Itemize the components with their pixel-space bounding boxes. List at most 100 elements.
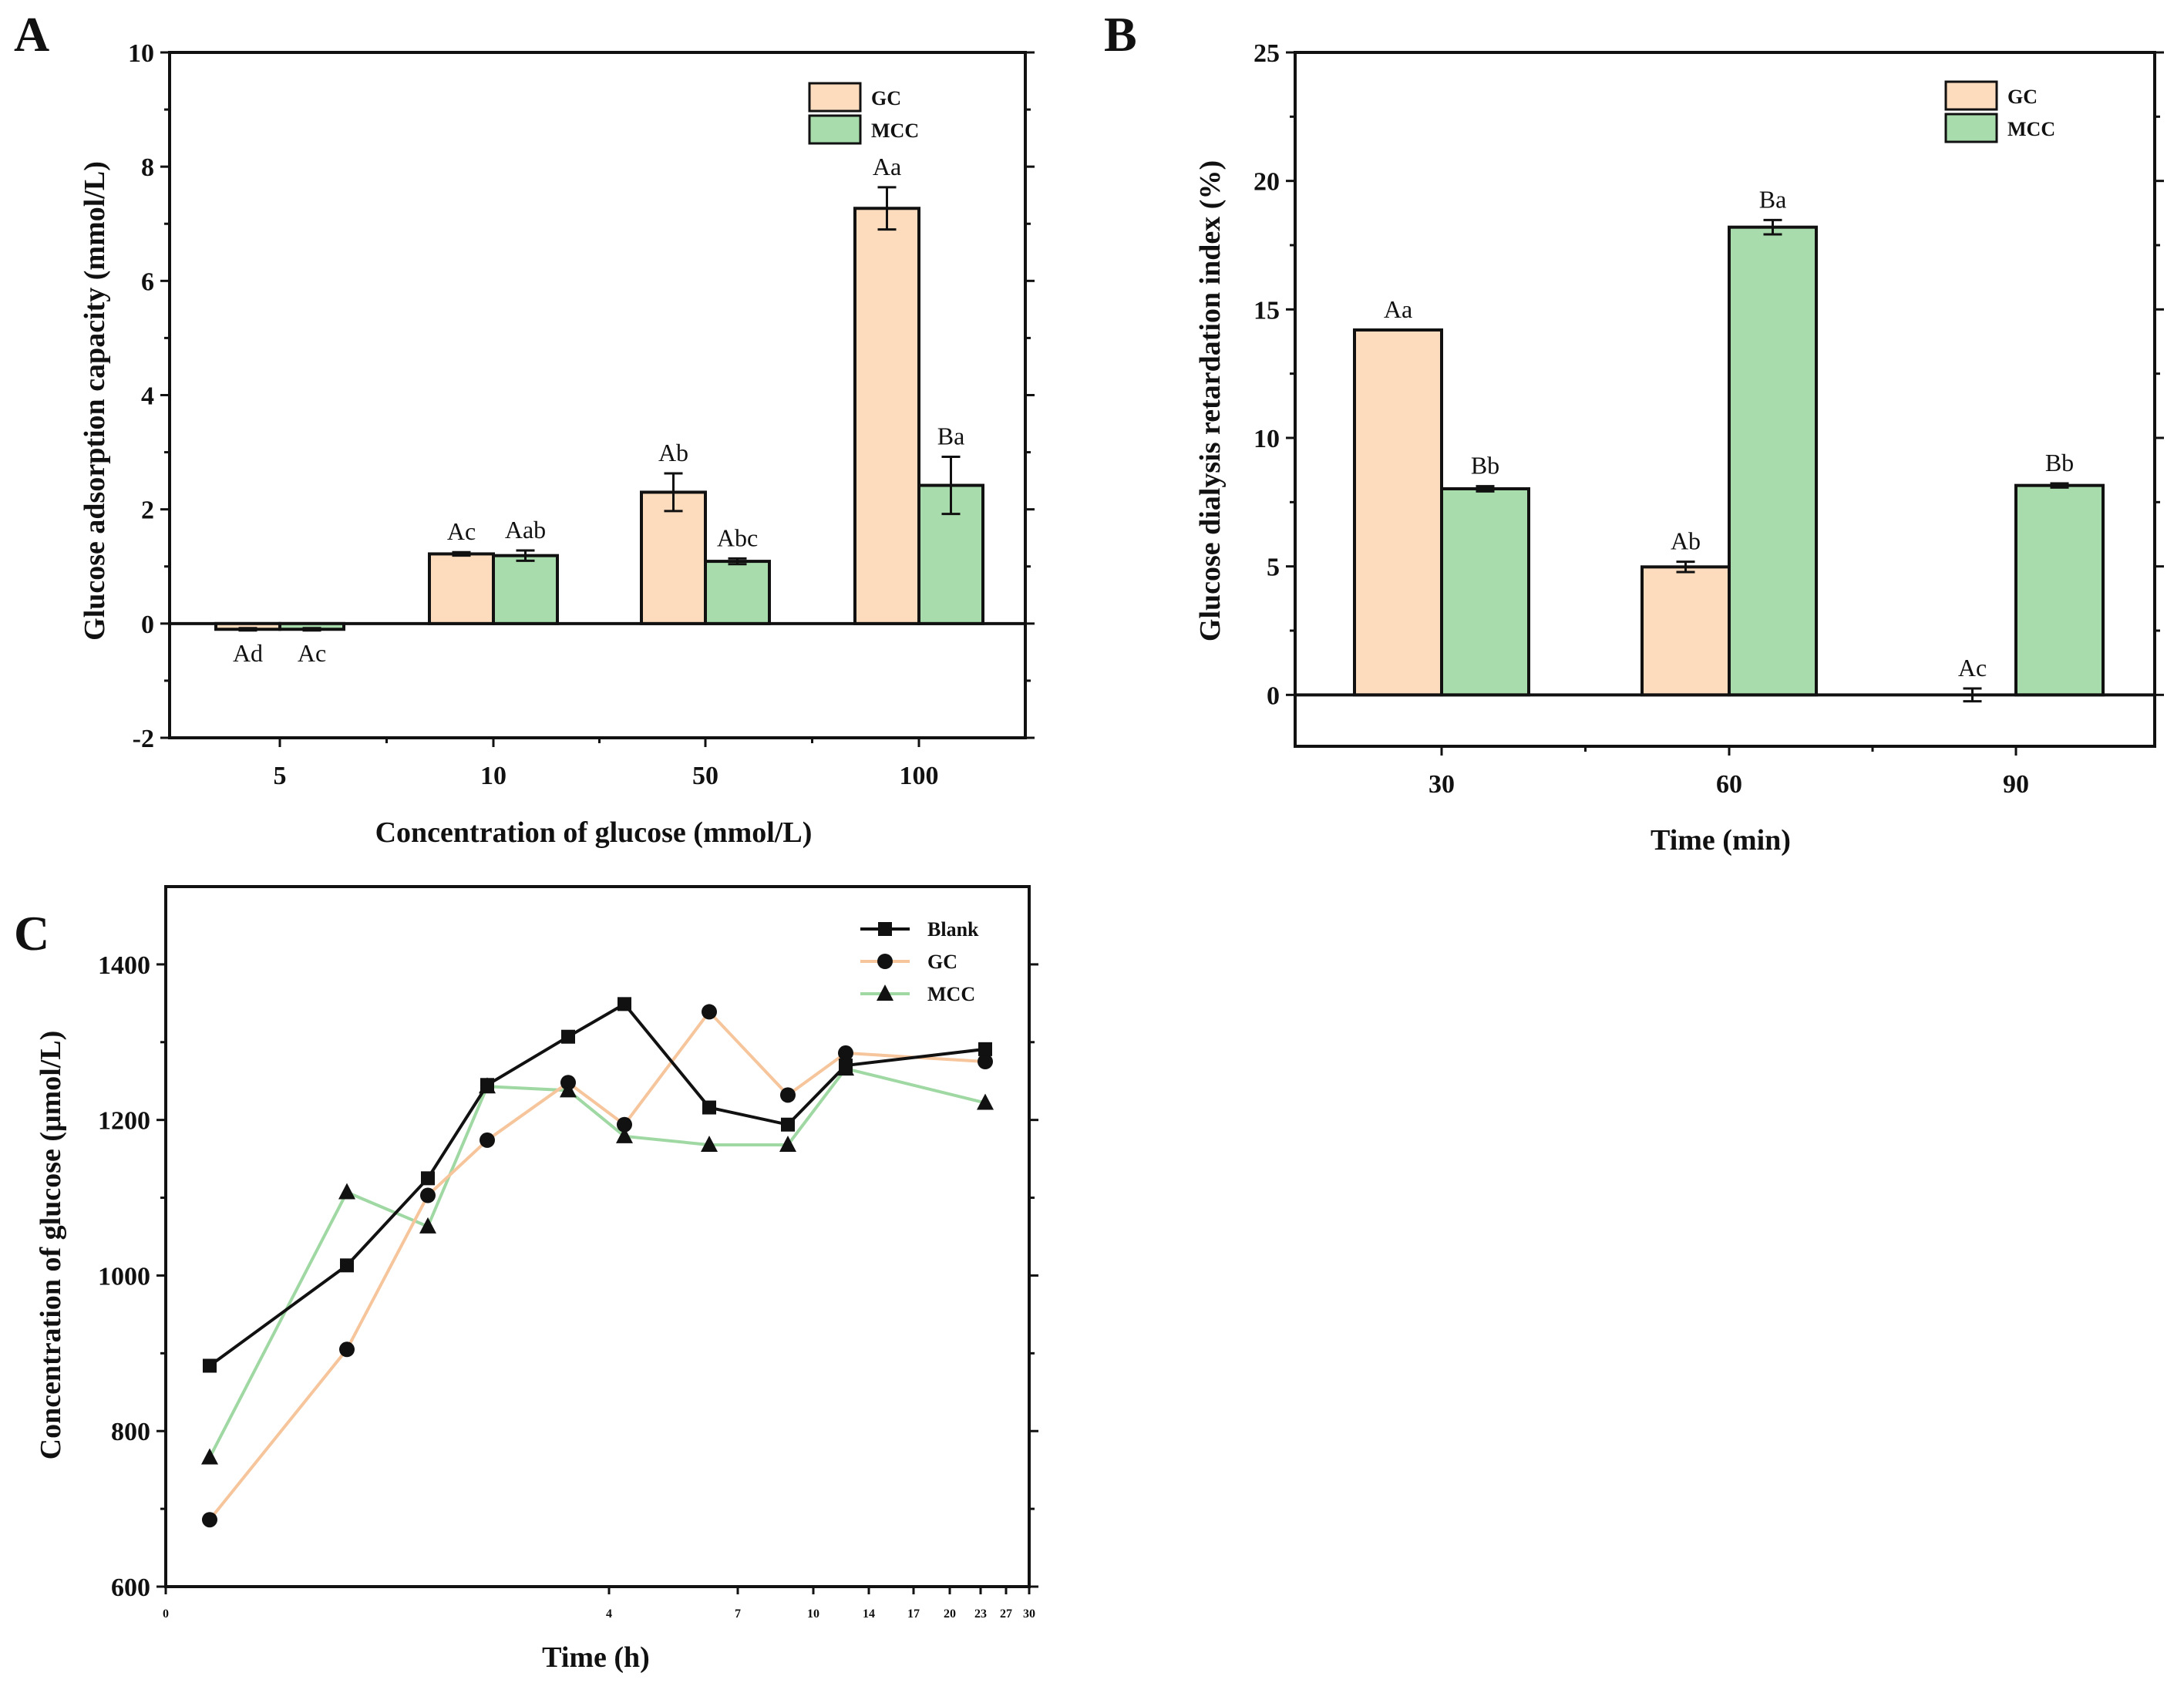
panel-b-legend-label-gc: GC (2007, 86, 2038, 108)
y-tick-label: 10 (1254, 425, 1280, 453)
significance-label: Aab (505, 516, 546, 544)
significance-label: Ac (298, 639, 326, 667)
x-tick-label: 90 (2003, 770, 2029, 799)
panel-a-legend-swatch-gc (808, 82, 862, 113)
bar-mcc (1440, 487, 1530, 697)
x-tick-label: 27 (1000, 1607, 1012, 1621)
marker-blank (203, 1358, 217, 1373)
panel-c-legend-label-blank: Blank (927, 918, 979, 941)
marker-gc (978, 1054, 993, 1069)
significance-label: Ac (1958, 654, 1987, 682)
panel-a-plot: -2 0 2 4 6 8 10 5 Ad Ac 10 Ac Aab 50 Ab Abc 100 Aa Ba (128, 39, 1035, 790)
x-tick-label: 100 (900, 762, 939, 790)
x-tick-label: 5 (274, 762, 287, 790)
y-tick-label: 15 (1254, 296, 1280, 325)
panel-c-legend-marker-blank (878, 922, 892, 936)
plot-frame (1294, 51, 2156, 748)
bar-mcc (2014, 483, 2105, 697)
bar-gc (640, 490, 707, 625)
marker-gc (202, 1512, 217, 1528)
marker-gc (480, 1132, 495, 1148)
panel-c-legend-label-gc: GC (927, 951, 957, 973)
significance-label: Abc (717, 523, 758, 551)
x-tick-label: 60 (1716, 770, 1742, 799)
marker-blank (340, 1258, 354, 1273)
y-tick-label: 5 (1267, 554, 1280, 582)
marker-gc (780, 1087, 796, 1103)
y-tick-label: 0 (141, 611, 154, 639)
marker-mcc (701, 1135, 718, 1152)
y-tick-label: 6 (141, 268, 154, 296)
x-tick-label: 10 (480, 762, 506, 790)
panel-c-xlabel: Time (h) (542, 1641, 650, 1674)
panel-b-letter: B (1104, 7, 1137, 62)
marker-blank (781, 1117, 795, 1132)
x-tick-label: 14 (863, 1607, 875, 1621)
panel-a-xlabel: Concentration of glucose (mmol/L) (375, 816, 813, 849)
panel-a-letter: A (14, 7, 49, 62)
panel-c: C 600 800 1000 1200 1400 0 4 7 10 14 17 20 23 27 30 Ti… (14, 885, 1038, 1674)
significance-label: Ba (1759, 185, 1787, 213)
marker-blank (839, 1059, 853, 1073)
y-tick-label: 600 (111, 1574, 150, 1602)
x-tick-label: 50 (692, 762, 718, 790)
y-tick-label: 20 (1254, 168, 1280, 197)
y-tick-label: 0 (1267, 682, 1280, 710)
panel-a-legend-label-gc: GC (871, 87, 901, 109)
x-tick-label: 20 (944, 1607, 956, 1621)
y-tick-label: 1200 (98, 1107, 150, 1136)
panel-c-ylabel: Concentration of glucose (μmol/L) (35, 1031, 67, 1460)
marker-mcc (338, 1183, 355, 1200)
bar-gc (428, 552, 495, 625)
y-tick-label: 1400 (98, 951, 150, 980)
significance-label: Ba (937, 422, 965, 450)
marker-mcc (419, 1217, 436, 1234)
bar-mcc (1728, 225, 1818, 697)
plot-frame (164, 885, 1031, 1588)
marker-blank (421, 1171, 435, 1186)
marker-mcc (977, 1093, 994, 1110)
marker-gc (420, 1187, 436, 1203)
marker-blank (480, 1078, 494, 1092)
x-tick-label: 10 (807, 1607, 819, 1621)
significance-label: Ac (447, 517, 476, 545)
marker-gc (339, 1341, 355, 1358)
significance-label: Aa (1384, 295, 1412, 323)
panel-c-legend-marker-gc (877, 954, 893, 969)
x-tick-label: 7 (735, 1607, 741, 1621)
bar-gc (1641, 565, 1731, 697)
series-line-blank (208, 1001, 986, 1368)
y-tick-label: 2 (141, 496, 154, 525)
significance-label: Bb (1471, 452, 1499, 480)
marker-mcc (616, 1126, 633, 1143)
panel-b: B 0 5 10 15 20 25 30 Aa Bb 60 Ab Ba 90 Ac Bb Time (min… (1104, 7, 2164, 857)
panel-b-legend: GC MCC (1944, 80, 2055, 143)
panel-c-letter: C (14, 906, 49, 961)
marker-blank (978, 1042, 992, 1056)
y-tick-label: 10 (128, 39, 154, 68)
marker-gc (702, 1004, 717, 1020)
y-tick-label: -2 (133, 725, 154, 753)
marker-blank (702, 1100, 716, 1115)
marker-mcc (201, 1448, 218, 1465)
marker-gc (838, 1045, 853, 1061)
x-tick-label: 17 (907, 1607, 920, 1621)
panel-c-legend-marker-mcc (877, 985, 893, 1001)
series-line-gc (208, 1009, 986, 1521)
panel-b-xlabel: Time (min) (1651, 824, 1791, 857)
y-tick-label: 1000 (98, 1262, 150, 1291)
x-tick-label: 4 (606, 1607, 612, 1621)
bar-mcc (492, 554, 559, 625)
panel-a-ylabel: Glucose adsorption capacity (mmol/L) (79, 161, 111, 641)
panel-a-legend: GC MCC (808, 82, 919, 145)
marker-gc (560, 1075, 576, 1091)
panel-c-legend: Blank GC MCC (860, 918, 979, 1005)
significance-label: Aa (873, 153, 901, 180)
bar-gc (1353, 328, 1443, 697)
x-tick-label: 30 (1023, 1607, 1035, 1621)
bar-gc (853, 207, 920, 625)
y-tick-label: 25 (1254, 39, 1280, 68)
panel-a-legend-label-mcc: MCC (871, 119, 919, 142)
panel-c-plot: 600 800 1000 1200 1400 0 4 7 10 14 17 20 23 27 30 (98, 885, 1038, 1621)
